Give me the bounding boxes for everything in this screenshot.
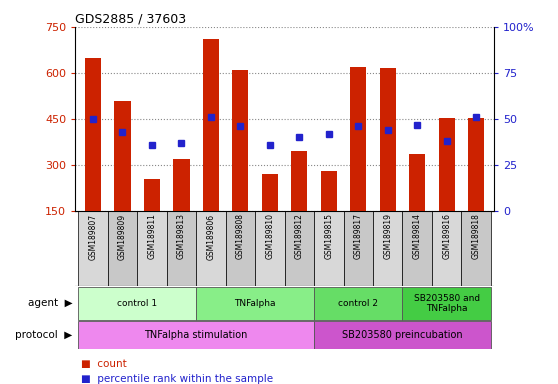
Bar [409, 154, 425, 211]
Bar [232, 70, 248, 211]
Text: GSM189812: GSM189812 [295, 214, 304, 259]
Bar [255, 211, 285, 286]
Bar [432, 211, 461, 286]
Bar [314, 287, 402, 320]
Text: control 2: control 2 [338, 299, 378, 308]
Text: GSM189814: GSM189814 [413, 214, 422, 260]
Bar [78, 321, 314, 349]
Text: TNFalpha: TNFalpha [234, 299, 276, 308]
Text: GDS2885 / 37603: GDS2885 / 37603 [75, 13, 186, 26]
Bar [196, 287, 314, 320]
Bar [350, 67, 367, 211]
Text: agent  ▶: agent ▶ [28, 298, 73, 308]
Bar [402, 287, 491, 320]
Bar [167, 211, 196, 286]
Bar [439, 118, 455, 211]
Bar [225, 211, 255, 286]
Bar [314, 321, 491, 349]
Bar [85, 58, 101, 211]
Text: GSM189811: GSM189811 [147, 214, 156, 259]
Bar [321, 171, 337, 211]
Text: GSM189806: GSM189806 [206, 214, 215, 260]
Text: protocol  ▶: protocol ▶ [15, 330, 73, 340]
Bar [137, 211, 167, 286]
Text: GSM189808: GSM189808 [236, 214, 245, 260]
Text: GSM189809: GSM189809 [118, 214, 127, 260]
Text: GSM189819: GSM189819 [383, 214, 392, 260]
Text: GSM189807: GSM189807 [89, 214, 98, 260]
Bar [78, 211, 108, 286]
Text: SB203580 preincubation: SB203580 preincubation [342, 330, 463, 340]
Text: GSM189810: GSM189810 [266, 214, 275, 260]
Bar [144, 179, 160, 211]
Text: GSM189816: GSM189816 [442, 214, 451, 260]
Bar [78, 287, 196, 320]
Text: SB203580 and
TNFalpha: SB203580 and TNFalpha [413, 294, 480, 313]
Bar [108, 211, 137, 286]
Bar [174, 159, 190, 211]
Bar [461, 211, 491, 286]
Bar [373, 211, 402, 286]
Text: ■  percentile rank within the sample: ■ percentile rank within the sample [81, 374, 273, 384]
Bar [344, 211, 373, 286]
Text: GSM189817: GSM189817 [354, 214, 363, 260]
Bar [379, 68, 396, 211]
Bar [114, 101, 131, 211]
Text: GSM189815: GSM189815 [324, 214, 333, 260]
Bar [314, 211, 344, 286]
Bar [285, 211, 314, 286]
Bar [291, 151, 307, 211]
Text: GSM189813: GSM189813 [177, 214, 186, 260]
Text: TNFalpha stimulation: TNFalpha stimulation [145, 330, 248, 340]
Text: ■  count: ■ count [81, 359, 127, 369]
Bar [203, 39, 219, 211]
Text: control 1: control 1 [117, 299, 157, 308]
Bar [262, 174, 278, 211]
Bar [402, 211, 432, 286]
Text: GSM189818: GSM189818 [472, 214, 480, 259]
Bar [468, 118, 484, 211]
Bar [196, 211, 225, 286]
